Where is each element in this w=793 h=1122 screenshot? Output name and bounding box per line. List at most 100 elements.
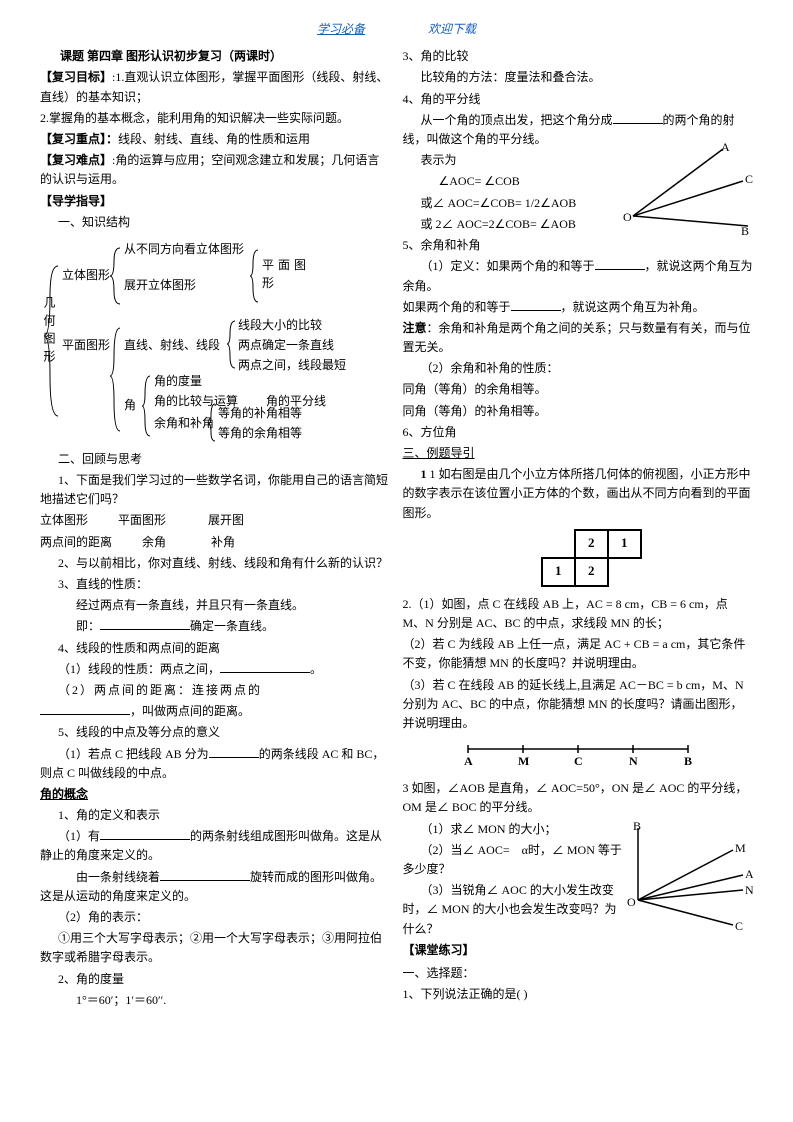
tree-angle-c-sub2: 等角的余角相等 — [218, 424, 302, 442]
keypoint-text: 线段、射线、直线、角的性质和运用 — [118, 132, 310, 146]
a3: 2、角的度量 — [40, 970, 391, 989]
cube-grid-diagram: 2 1 1 2 — [508, 529, 648, 589]
terms-row-a: 立体图形 平面图形 展开图 — [40, 511, 391, 530]
grid-cell-c: 1 — [541, 557, 576, 587]
tree-solid: 立体图形 — [62, 266, 110, 284]
note-text: ：余角和补角是两个角之间的关系；只与数量有有关，而与位置无关。 — [403, 321, 751, 354]
segment-diagram: A M C N B — [403, 739, 754, 773]
r3a: 比较角的方法：度量法和叠合法。 — [403, 68, 754, 87]
q4: 4、线段的性质和两点间的距离 — [40, 639, 391, 658]
a3a: 1°＝60′；1′＝60′′. — [40, 991, 391, 1010]
tree-line-b: 两点确定一条直线 — [238, 336, 334, 354]
angle-aoc-diagram: O A C B — [623, 141, 753, 236]
blank — [511, 299, 561, 311]
a1a: （1）有的两条射线组成图形叫做角。这是从静止的角度来定义的。 — [40, 827, 391, 865]
tree-angle-c-sub1: 等角的补角相等 — [218, 404, 302, 422]
tree-plane-right: 平面图形 — [262, 256, 322, 292]
r5: 5、余角和补角 — [403, 236, 754, 255]
blank — [40, 703, 130, 715]
grid-cell-b: 1 — [607, 529, 642, 559]
q3: 3、直线的性质： — [40, 575, 391, 594]
objective: 【复习目标】:1.直观认识立体图形，掌握平面图形（线段、射线、直线）的基本知识； — [40, 68, 391, 106]
ex3: 3 如图，∠AOB 是直角，∠ AOC=50°，ON 是∠ AOC 的平分线，O… — [403, 779, 754, 817]
grid-cell-a: 2 — [574, 529, 609, 559]
q4a: （1）线段的性质：两点之间，。 — [40, 660, 391, 679]
seg-N: N — [629, 754, 638, 767]
q4b-text: （2）两点间的距离：连接两点的 — [58, 683, 262, 697]
section2-title: 二、回顾与思考 — [40, 450, 391, 469]
blank — [100, 618, 190, 630]
seg-B: B — [684, 754, 692, 767]
a2: （2）角的表示： — [40, 908, 391, 927]
practice-label: 【课堂练习】 — [403, 941, 754, 960]
q5a: （1）若点 C 把线段 AB 分为的两条线段 AC 和 BC，则点 C 叫做线段… — [40, 745, 391, 783]
lesson-title: 课题 第四章 图形认识初步复习（两课时） — [60, 47, 391, 66]
blank — [595, 258, 645, 270]
q3b-a: 即： — [76, 619, 100, 633]
tree-angle-a: 角的度量 — [154, 372, 202, 390]
q3b: 即： 确定一条直线。 — [40, 617, 391, 636]
q4b-end: ，叫做两点间的距离。 — [130, 704, 250, 718]
tree-line-a: 线段大小的比较 — [238, 316, 322, 334]
label-A: A — [721, 141, 730, 154]
r4a-a: 从一个角的顶点出发，把这个角分成 — [421, 113, 613, 127]
r5a-a: （1）定义：如果两个角的和等于 — [421, 259, 595, 273]
r5b: 如果两个角的和等于，就说这两个角互为补角。 — [403, 298, 754, 317]
objective-text2: 2.掌握角的基本概念，能利用角的知识解决一些实际问题。 — [40, 109, 391, 128]
grid-cell-d: 2 — [574, 557, 609, 587]
tree-root: 几何图形 — [40, 296, 58, 368]
blank — [100, 828, 190, 840]
section1-title: 一、知识结构 — [40, 213, 391, 232]
a1a-a: （1）有 — [58, 829, 100, 843]
tree-angle: 角 — [124, 396, 136, 414]
tree-plane: 平面图形 — [62, 336, 110, 354]
r5c: （2）余角和补角的性质： — [403, 359, 754, 378]
ex2c: （3）若 C 在线段 AB 的延长线上,且满足 AC－BC = b cm，M、N… — [403, 676, 754, 734]
label-C: C — [745, 172, 753, 186]
header-left: 学习必备 — [317, 20, 365, 39]
difficulty: 【复习难点】:角的运算与应用；空间观念建立和发展；几何语言的认识与运用。 — [40, 151, 391, 189]
right-column: 3、角的比较 比较角的方法：度量法和叠合法。 4、角的平分线 从一个角的顶点出发… — [403, 47, 754, 1012]
two-column-layout: 课题 第四章 图形认识初步复习（两课时） 【复习目标】:1.直观认识立体图形，掌… — [40, 47, 753, 1012]
ex2b: （2）若 C 为线段 AB 上任一点，满足 AC + CB = a cm，其它条… — [403, 635, 754, 673]
r5a: （1）定义：如果两个角的和等于，就说这两个角互为余角。 — [403, 257, 754, 295]
seg-A: A — [464, 754, 473, 767]
seg-C: C — [574, 754, 583, 767]
q4b: （2）两点间的距离：连接两点的 — [40, 681, 391, 700]
ex1-text: 1 如右图是由几个小立方体所搭几何体的俯视图，小正方形中的数字表示在该位置小正方… — [403, 467, 751, 519]
r5b-a: 如果两个角的和等于 — [403, 300, 511, 314]
r5e: 同角（等角）的补角相等。 — [403, 402, 754, 421]
q4b-line2: ，叫做两点间的距离。 — [40, 702, 391, 721]
label-A2: A — [745, 867, 753, 881]
seg-M: M — [518, 754, 529, 767]
label-B: B — [741, 224, 749, 236]
ex2: 2.（1）如图，点 C 在线段 AB 上，AC = 8 cm，CB = 6 cm… — [403, 595, 754, 633]
ex-label: 三、例题导引 — [403, 444, 754, 463]
segment-svg: A M C N B — [448, 739, 708, 767]
q3b-b: 确定一条直线。 — [190, 619, 274, 633]
r5d: 同角（等角）的余角相等。 — [403, 380, 754, 399]
r4: 4、角的平分线 — [403, 90, 754, 109]
q5a-a: （1）若点 C 把线段 AB 分为 — [58, 747, 209, 761]
note-label: 注意 — [403, 321, 427, 335]
keypoint-label: 【复习重点】： — [40, 132, 118, 146]
choice-hdr: 一、选择题： — [403, 964, 754, 983]
a2a: ①用三个大写字母表示；②用一个大写字母表示；③用阿拉伯数字或希腊字母表示。 — [40, 929, 391, 967]
label-C2: C — [735, 919, 743, 930]
terms-row-b: 两点间的距离 余角 补角 — [40, 533, 391, 552]
q4a-end: 。 — [310, 662, 322, 676]
a1: 1、角的定义和表示 — [40, 806, 391, 825]
q2: 2、与以前相比，你对直线、射线、线段和角有什么新的认识？ — [40, 554, 391, 573]
a1b-a: 由一条射线绕着 — [76, 870, 160, 884]
a1b: 由一条射线绕着旋转而成的图形叫做角。这是从运动的角度来定义的。 — [40, 868, 391, 906]
label-B2: B — [633, 820, 641, 833]
left-column: 课题 第四章 图形认识初步复习（两课时） 【复习目标】:1.直观认识立体图形，掌… — [40, 47, 391, 1012]
blank — [209, 746, 259, 758]
angle-concept-title: 角的概念 — [40, 785, 391, 804]
blank — [613, 112, 663, 124]
choice1: 1、下列说法正确的是( ) — [403, 985, 754, 1004]
label-O: O — [623, 210, 632, 224]
blank — [160, 869, 250, 881]
label-M2: M — [735, 841, 746, 855]
page-header: 学习必备 欢迎下载 — [40, 20, 753, 39]
